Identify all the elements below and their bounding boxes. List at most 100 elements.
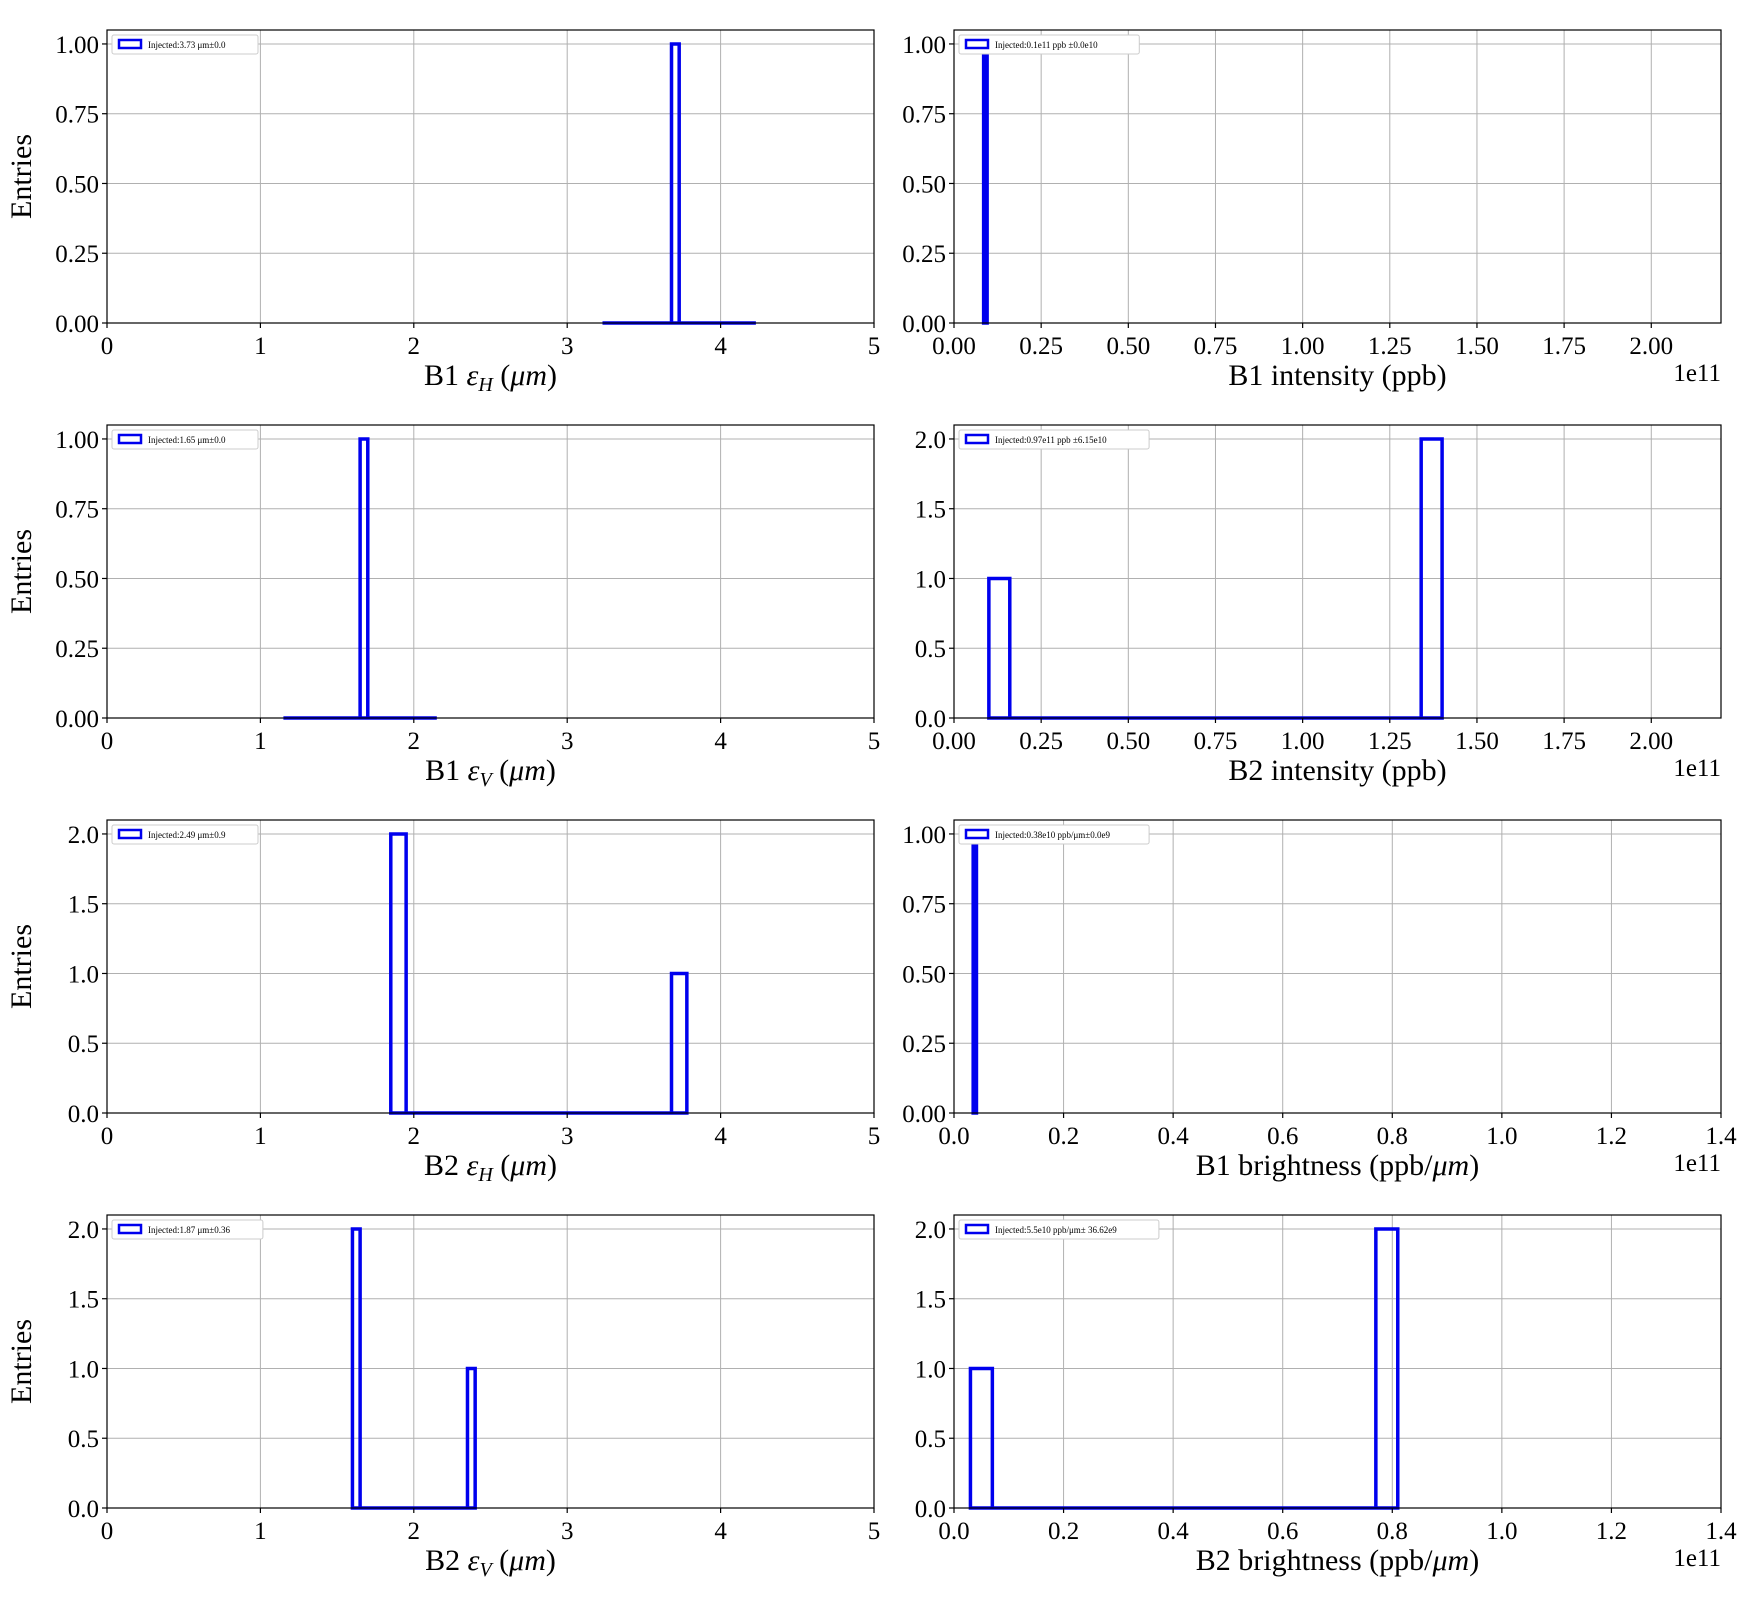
x-tick-label: 1.25 <box>1368 333 1412 360</box>
y-tick-label: 1.0 <box>915 1356 946 1383</box>
x-tick-label: 0.00 <box>932 728 976 755</box>
legend-label: Injected:0.1e11 ppb ±0.0e10 <box>995 40 1098 50</box>
x-axis-label: B2 εV (μm) <box>425 1544 556 1581</box>
x-tick-label: 2 <box>408 1518 421 1545</box>
y-tick-label: 0.0 <box>915 706 946 733</box>
plot-frame <box>953 1214 1722 1509</box>
y-tick-label: 1.5 <box>68 1287 99 1314</box>
x-tick-label: 1 <box>254 1518 267 1545</box>
x-tick-label: 3 <box>561 1518 574 1545</box>
y-tick-label: 0.5 <box>915 636 946 663</box>
legend-box <box>111 824 259 845</box>
y-tick-label: 1.0 <box>68 961 99 988</box>
x-offset-text: 1e11 <box>1673 1545 1721 1572</box>
x-tick-label: 0.8 <box>1377 1518 1408 1545</box>
y-tick-label: 0.00 <box>902 311 946 338</box>
x-tick-label: 0.6 <box>1267 1518 1298 1545</box>
legend-box <box>958 429 1150 450</box>
y-tick-label: 0.0 <box>68 1496 99 1523</box>
x-tick-label: 1.0 <box>1486 1518 1517 1545</box>
x-tick-label: 1.25 <box>1368 728 1412 755</box>
x-tick-label: 1.00 <box>1281 728 1325 755</box>
x-tick-label: 2 <box>408 1123 421 1150</box>
x-tick-label: 1.4 <box>1705 1518 1737 1545</box>
y-tick-label: 1.5 <box>68 892 99 919</box>
legend-swatch <box>964 1223 990 1235</box>
y-tick-label: 2.0 <box>915 1217 946 1244</box>
x-tick-label: 1.0 <box>1486 1123 1517 1150</box>
y-tick-label: 0.5 <box>68 1031 99 1058</box>
x-tick-label: 0 <box>101 333 114 360</box>
plot-frame <box>953 29 1722 324</box>
x-tick-label: 1.50 <box>1455 333 1499 360</box>
y-tick-label: 1.00 <box>55 32 99 59</box>
y-tick-label: 0.75 <box>902 892 946 919</box>
legend: Injected:1.87 μm±0.36 <box>111 1219 264 1240</box>
x-tick-label: 1.2 <box>1596 1123 1627 1150</box>
legend-label: Injected:5.5e10 ppb/μm± 36.62e9 <box>995 1225 1117 1235</box>
y-tick-label: 1.00 <box>902 822 946 849</box>
legend-swatch <box>964 38 990 50</box>
x-axis-label: B2 intensity (ppb) <box>1228 754 1446 787</box>
y-tick-label: 1.0 <box>915 566 946 593</box>
x-tick-label: 1.50 <box>1455 728 1499 755</box>
y-tick-label: 0.50 <box>902 171 946 198</box>
legend-label: Injected:2.49 μm±0.9 <box>148 830 226 840</box>
panel-b1-brightness: 0.0 0.2 0.4 0.6 0.8 1.0 1.2 1.4 0.00 0.25 0.50 0.75… <box>902 819 1737 1182</box>
y-tick-label: 0.75 <box>902 102 946 129</box>
x-tick-label: 1.4 <box>1705 1123 1737 1150</box>
legend-box <box>958 34 1140 55</box>
x-axis-label: B1 intensity (ppb) <box>1228 359 1446 392</box>
legend-box <box>111 34 259 55</box>
legend-label: Injected:0.97e11 ppb ±6.15e10 <box>995 435 1107 445</box>
x-tick-label: 0.2 <box>1048 1518 1079 1545</box>
x-tick-label: 0.0 <box>938 1123 969 1150</box>
y-tick-label: 0.50 <box>55 566 99 593</box>
y-tick-label: 0.00 <box>55 311 99 338</box>
y-axis-label: Entries <box>5 529 38 614</box>
x-tick-label: 0.0 <box>938 1518 969 1545</box>
legend: Injected:5.5e10 ppb/μm± 36.62e9 <box>958 1219 1160 1240</box>
y-tick-label: 0.25 <box>55 241 99 268</box>
panel-b2-ev: 0 1 2 3 4 5 0.0 0.5 1.0 1.5 2.0 B2 εV (μm) Entries In… <box>5 1214 880 1581</box>
x-tick-label: 0.50 <box>1106 728 1150 755</box>
legend-label: Injected:1.87 μm±0.36 <box>148 1225 230 1235</box>
legend: Injected:0.97e11 ppb ±6.15e10 <box>958 429 1150 450</box>
x-axis-label: B2 brightness (ppb/μm) <box>1196 1544 1479 1577</box>
plot-frame <box>953 424 1722 719</box>
plot-frame <box>106 29 875 324</box>
y-axis-label: Entries <box>5 134 38 219</box>
legend: Injected:3.73 μm±0.0 <box>111 34 259 55</box>
legend-swatch <box>964 828 990 840</box>
x-tick-label: 3 <box>561 728 574 755</box>
x-tick-label: 1 <box>254 333 267 360</box>
x-tick-label: 0.2 <box>1048 1123 1079 1150</box>
plot-frame <box>953 819 1722 1114</box>
y-tick-label: 0.00 <box>55 706 99 733</box>
legend: Injected:0.38e10 ppb/μm±0.0e9 <box>958 824 1150 845</box>
legend-box <box>958 1219 1160 1240</box>
legend-label: Injected:1.65 μm±0.0 <box>148 435 226 445</box>
plot-frame <box>106 1214 875 1509</box>
x-tick-label: 0.75 <box>1194 333 1238 360</box>
x-axis-label: B1 εH (μm) <box>424 359 557 396</box>
panel-b2-eh: 0 1 2 3 4 5 0.0 0.5 1.0 1.5 2.0 B2 εH (μm) Entries In… <box>5 819 880 1186</box>
x-offset-text: 1e11 <box>1673 360 1721 387</box>
y-tick-label: 0.75 <box>55 497 99 524</box>
y-tick-label: 1.00 <box>902 32 946 59</box>
x-axis-label: B2 εH (μm) <box>424 1149 557 1186</box>
x-tick-label: 1 <box>254 1123 267 1150</box>
legend-box <box>111 429 259 450</box>
legend-swatch <box>117 38 143 50</box>
x-tick-label: 2.00 <box>1629 728 1673 755</box>
x-tick-label: 0.25 <box>1019 728 1063 755</box>
x-axis-label: B1 brightness (ppb/μm) <box>1196 1149 1479 1182</box>
x-offset-text: 1e11 <box>1673 1150 1721 1177</box>
x-tick-label: 4 <box>714 1518 727 1545</box>
legend: Injected:1.65 μm±0.0 <box>111 429 259 450</box>
x-tick-label: 0 <box>101 1123 114 1150</box>
y-tick-label: 0.0 <box>68 1101 99 1128</box>
y-tick-label: 1.5 <box>915 1287 946 1314</box>
legend: Injected:2.49 μm±0.9 <box>111 824 259 845</box>
